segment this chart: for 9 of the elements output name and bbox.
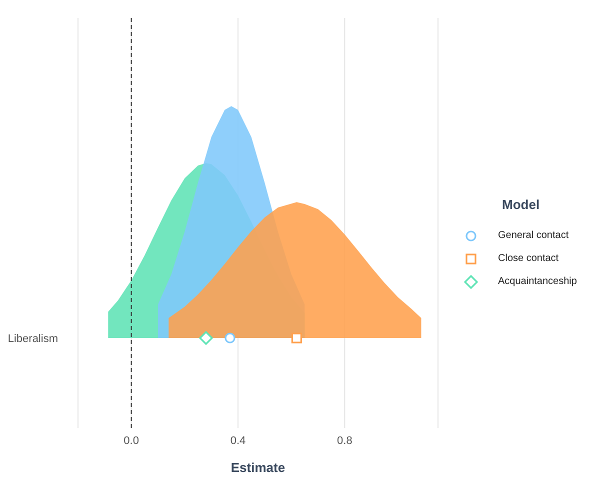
text: Liberalism bbox=[8, 332, 58, 345]
x-tick-label: 0.0 bbox=[124, 434, 139, 447]
x-tick-label: 0.8 bbox=[337, 434, 352, 447]
legend-title: Model bbox=[502, 197, 541, 212]
legend-label: Close contact bbox=[498, 253, 559, 264]
legend-label: General contact bbox=[498, 230, 569, 241]
legend-label: Acquaintanceship bbox=[498, 276, 577, 287]
x-axis-title: Estimate bbox=[230, 460, 286, 475]
x-tick-label: 0.4 bbox=[230, 434, 246, 447]
